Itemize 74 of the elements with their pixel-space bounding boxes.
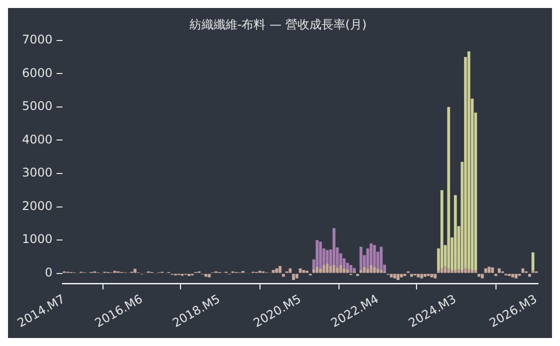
bar (528, 274, 532, 277)
bar (336, 267, 339, 273)
y-tick-label: 7000 (22, 32, 53, 47)
bar (380, 270, 383, 273)
bar (491, 267, 494, 273)
bar (447, 106, 450, 268)
bar (352, 268, 356, 272)
y-tick-label: 2000 (22, 198, 53, 213)
bar (373, 266, 376, 273)
bar (478, 274, 480, 277)
bar (454, 270, 457, 273)
bar (444, 266, 447, 273)
bar (288, 268, 292, 273)
bar (440, 190, 444, 268)
bar (360, 246, 362, 270)
bar (373, 245, 376, 267)
bar (316, 240, 319, 267)
bar (376, 268, 380, 273)
bar (275, 268, 278, 273)
bar (464, 268, 467, 273)
bar (434, 274, 437, 278)
bar (316, 266, 319, 273)
bar (356, 274, 360, 276)
y-tick-label: 6000 (22, 66, 53, 80)
bar (134, 268, 136, 273)
bar (494, 274, 498, 276)
bar (447, 268, 450, 273)
bar (329, 266, 332, 273)
bar (454, 195, 457, 270)
bar (295, 274, 298, 278)
y-tick-label: 5000 (22, 99, 53, 114)
bar (488, 266, 491, 273)
bar (521, 268, 524, 273)
bar (319, 268, 322, 273)
bar (370, 243, 373, 266)
bar (346, 269, 349, 273)
y-tick-label: 4000 (22, 132, 53, 146)
bar (302, 270, 306, 273)
bar (410, 274, 413, 277)
bar (400, 274, 403, 278)
bar (424, 274, 426, 277)
bar (420, 274, 424, 278)
bar (467, 51, 470, 270)
bar (514, 274, 518, 278)
bar (467, 269, 470, 273)
bar (278, 266, 282, 273)
bar (360, 270, 362, 273)
bar (188, 274, 190, 276)
bar (470, 270, 474, 273)
bar (272, 270, 275, 273)
bar (437, 270, 440, 273)
bar (332, 264, 336, 273)
y-tick-label: 0 (44, 266, 53, 280)
bar (480, 274, 484, 278)
bar (292, 274, 295, 280)
bar (332, 228, 336, 265)
chart-title: 紡織纖維-布料 — 營收成長率(月) (189, 17, 367, 32)
bar (362, 266, 366, 273)
bar (396, 274, 400, 280)
bar (204, 274, 208, 277)
bar (319, 242, 322, 268)
y-tick-label: 1000 (22, 232, 53, 246)
y-tick-label: 3000 (22, 166, 53, 180)
bar (426, 274, 430, 276)
bar (322, 265, 326, 273)
bar (342, 268, 346, 273)
bar (346, 262, 349, 270)
bar (370, 265, 373, 273)
bar (460, 270, 464, 273)
bar (440, 268, 444, 273)
bar (532, 252, 534, 271)
bar (349, 265, 352, 273)
bar (282, 274, 285, 277)
bar (508, 274, 511, 276)
